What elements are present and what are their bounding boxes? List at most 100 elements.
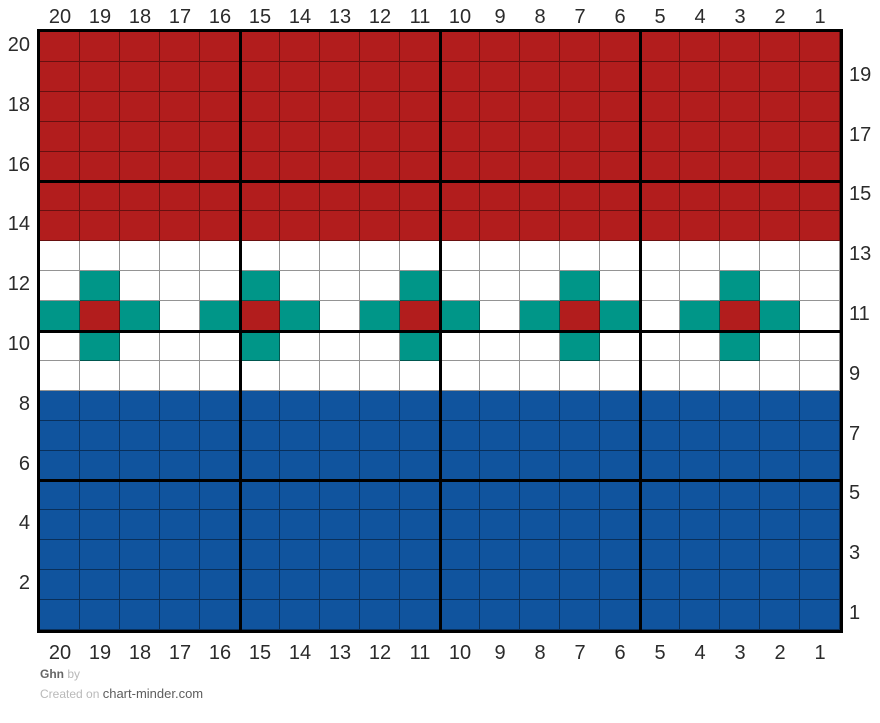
grid-cell-r3-c2-blue	[760, 540, 800, 571]
grid-cell-r3-c11-blue	[400, 540, 440, 571]
grid-cell-r3-c10-blue	[440, 540, 480, 571]
grid-cell-r9-c18-white	[120, 360, 160, 391]
row-label-left-20: 20	[7, 33, 30, 56]
grid-cell-r5-c6-blue	[600, 480, 640, 511]
grid-cell-r4-c2-blue	[760, 510, 800, 541]
grid-cell-r13-c9-white	[480, 241, 520, 272]
grid-cell-r13-c16-white	[200, 241, 240, 272]
grid-cell-r10-c6-white	[600, 330, 640, 361]
grid-cell-r4-c17-blue	[160, 510, 200, 541]
grid-cell-r1-c14-blue	[280, 600, 320, 630]
grid-cell-r15-c3-red	[720, 181, 760, 212]
grid-cell-r12-c7-teal	[560, 271, 600, 302]
grid-cell-r6-c15-blue	[240, 450, 280, 481]
grid-cell-r4-c18-blue	[120, 510, 160, 541]
grid-cell-r1-c13-blue	[320, 600, 360, 630]
grid-cell-r20-c5-red	[640, 32, 680, 62]
grid-cell-r5-c15-blue	[240, 480, 280, 511]
grid-cell-r16-c12-red	[360, 151, 400, 182]
grid-cell-r6-c20-blue	[40, 450, 80, 481]
grid-cell-r10-c5-white	[640, 330, 680, 361]
grid-cell-r1-c2-blue	[760, 600, 800, 630]
grid-cell-r14-c3-red	[720, 211, 760, 242]
row-label-right-5: 5	[849, 482, 861, 505]
grid-cell-r11-c17-white	[160, 301, 200, 331]
grid-cell-r10-c17-white	[160, 330, 200, 361]
column-labels-bottom: 20 19 18 17 16 15 14 13 12 11 10 9 8 7 6 5 4 3 2 1	[40, 634, 840, 666]
grid-cell-r12-c5-white	[640, 271, 680, 302]
grid-cell-r8-c16-blue	[200, 390, 240, 421]
grid-cell-r7-c14-blue	[280, 420, 320, 451]
grid-cell-r11-c19-red	[80, 301, 120, 331]
grid-cell-r19-c19-red	[80, 61, 120, 92]
grid-cell-r9-c14-white	[280, 360, 320, 391]
grid-cell-r13-c10-white	[440, 241, 480, 272]
chart-title: Ghn	[40, 667, 64, 681]
grid-cell-r7-c16-blue	[200, 420, 240, 451]
grid-cell-r18-c7-red	[560, 91, 600, 122]
grid-cell-r2-c6-blue	[600, 570, 640, 601]
column-label-top-18: 18	[128, 6, 152, 28]
row-label-right-19: 19	[849, 63, 872, 86]
grid-cell-r15-c12-red	[360, 181, 400, 212]
grid-cell-r3-c16-blue	[200, 540, 240, 571]
grid-cell-r11-c13-white	[320, 301, 360, 331]
column-label-bottom-7: 7	[574, 642, 586, 664]
grid-cell-r12-c1-white	[800, 271, 840, 302]
chart-minder-link[interactable]: chart-minder.com	[102, 686, 204, 701]
grid-cell-r10-c7-teal	[560, 330, 600, 361]
grid-cell-r13-c19-white	[80, 241, 120, 272]
column-label-bottom-5: 5	[654, 642, 666, 664]
grid-cell-r18-c16-red	[200, 91, 240, 122]
grid-cell-r10-c14-white	[280, 330, 320, 361]
grid-cell-r4-c15-blue	[240, 510, 280, 541]
grid-cell-r6-c1-blue	[800, 450, 840, 481]
grid-cell-r2-c18-blue	[120, 570, 160, 601]
grid-cell-r18-c15-red	[240, 91, 280, 122]
grid-cell-r17-c16-red	[200, 121, 240, 152]
grid-cell-r5-c19-blue	[80, 480, 120, 511]
grid-cell-r2-c12-blue	[360, 570, 400, 601]
grid-cell-r13-c15-white	[240, 241, 280, 272]
grid-cell-r12-c10-white	[440, 271, 480, 302]
grid-cell-r5-c2-blue	[760, 480, 800, 511]
grid-cell-r16-c5-red	[640, 151, 680, 182]
grid-cell-r15-c6-red	[600, 181, 640, 212]
grid-cell-r3-c5-blue	[640, 540, 680, 571]
grid-cell-r6-c2-blue	[760, 450, 800, 481]
grid-cell-r18-c1-red	[800, 91, 840, 122]
grid-cell-r12-c15-teal	[240, 271, 280, 302]
grid-cell-r1-c18-blue	[120, 600, 160, 630]
grid-cell-r15-c20-red	[40, 181, 80, 212]
grid-cell-r6-c17-blue	[160, 450, 200, 481]
grid-cell-r12-c11-teal	[400, 271, 440, 302]
grid-cell-r4-c10-blue	[440, 510, 480, 541]
column-label-top-14: 14	[288, 6, 312, 28]
grid-cell-r4-c1-blue	[800, 510, 840, 541]
grid-cell-r14-c15-red	[240, 211, 280, 242]
grid-cell-r10-c12-white	[360, 330, 400, 361]
grid-cell-r7-c17-blue	[160, 420, 200, 451]
grid-cell-r8-c20-blue	[40, 390, 80, 421]
grid-cell-r20-c3-red	[720, 32, 760, 62]
grid-cell-r16-c17-red	[160, 151, 200, 182]
column-labels-top: 20 19 18 17 16 15 14 13 12 11 10 9 8 7 6 5 4 3 2 1	[40, 0, 840, 30]
grid-cell-r13-c6-white	[600, 241, 640, 272]
row-label-left-2: 2	[18, 572, 30, 595]
grid-cell-r20-c16-red	[200, 32, 240, 62]
grid-cell-r20-c11-red	[400, 32, 440, 62]
grid-cell-r1-c12-blue	[360, 600, 400, 630]
chart-grid	[40, 32, 840, 630]
grid-cell-r19-c8-red	[520, 61, 560, 92]
grid-cell-r1-c8-blue	[520, 600, 560, 630]
column-label-bottom-10: 10	[448, 642, 472, 664]
grid-cell-r13-c2-white	[760, 241, 800, 272]
grid-cell-r4-c9-blue	[480, 510, 520, 541]
grid-cell-r11-c12-teal	[360, 301, 400, 331]
column-label-bottom-12: 12	[368, 642, 392, 664]
grid-cell-r2-c10-blue	[440, 570, 480, 601]
grid-cell-r15-c1-red	[800, 181, 840, 212]
grid-cell-r5-c1-blue	[800, 480, 840, 511]
grid-cell-r2-c14-blue	[280, 570, 320, 601]
grid-cell-r15-c15-red	[240, 181, 280, 212]
